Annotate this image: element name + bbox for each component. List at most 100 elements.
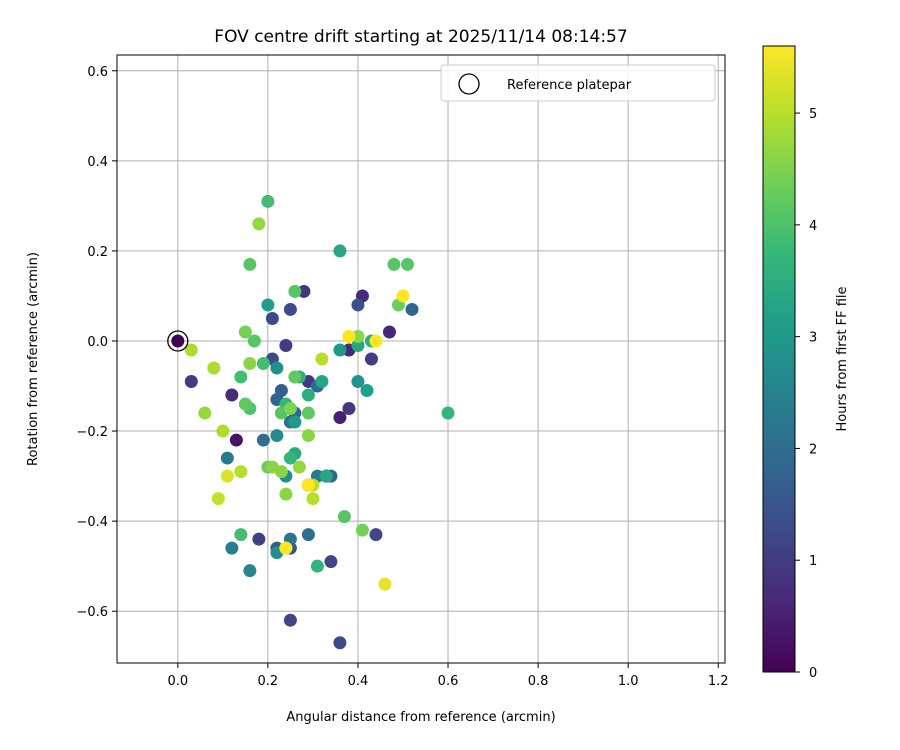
data-point [279, 338, 293, 352]
data-point [243, 564, 257, 578]
data-point [333, 636, 347, 650]
data-point [396, 289, 410, 303]
data-point [243, 357, 257, 371]
data-point [301, 406, 315, 420]
data-point [220, 469, 234, 483]
colorbar-tick-label: 2 [809, 442, 817, 457]
data-point [261, 298, 275, 312]
colorbar-label: Hours from first FF file [835, 286, 850, 431]
data-point [351, 329, 365, 343]
data-point [216, 424, 230, 438]
data-point [207, 361, 221, 375]
data-point [225, 388, 239, 402]
data-point [369, 528, 383, 542]
data-point [265, 311, 279, 325]
data-point [378, 577, 392, 591]
y-tick-label: −0.6 [76, 605, 108, 620]
colorbar-tick-label: 3 [809, 331, 817, 346]
y-tick-label: 0.4 [87, 155, 108, 170]
x-tick-label: 0.0 [167, 674, 188, 689]
data-point [355, 523, 369, 537]
data-point [369, 334, 383, 348]
data-point [351, 338, 365, 352]
data-point [283, 402, 297, 416]
data-point [279, 487, 293, 501]
y-tick-label: 0.6 [87, 65, 108, 80]
data-point [256, 357, 270, 371]
x-tick-label: 1.2 [708, 674, 729, 689]
colorbar-tick-label: 0 [809, 666, 817, 681]
colorbar-ticks: 0 1 2 3 4 5 [795, 107, 817, 681]
legend-label: Reference platepar [507, 78, 632, 93]
data-point [283, 451, 297, 465]
data-point [297, 284, 311, 298]
data-point [301, 528, 315, 542]
data-point [225, 541, 239, 555]
data-point [265, 460, 279, 474]
x-tick-label: 0.2 [258, 674, 279, 689]
data-point [288, 415, 302, 429]
data-point [342, 402, 356, 416]
x-tick-label: 0.6 [438, 674, 459, 689]
data-point [238, 397, 252, 411]
plot-frame [116, 54, 726, 664]
data-point [288, 370, 302, 384]
data-point [288, 284, 302, 298]
y-axis-ticks: −0.6 −0.4 −0.2 0.0 0.2 0.4 0.6 [76, 65, 117, 620]
data-point [279, 541, 293, 555]
data-point [315, 375, 329, 389]
y-tick-label: 0.0 [87, 335, 108, 350]
data-point [400, 257, 414, 271]
colorbar-gradient [762, 45, 796, 673]
colorbar-tick-label: 1 [809, 554, 817, 569]
data-point [292, 460, 306, 474]
data-points [167, 194, 455, 650]
data-point [315, 352, 329, 366]
data-point [301, 388, 315, 402]
colorbar: 0 1 2 3 4 5 Hours from first FF file [762, 45, 850, 681]
data-point [270, 361, 284, 375]
data-point [171, 334, 185, 348]
data-point [270, 429, 284, 443]
data-point [351, 298, 365, 312]
x-axis-label: Angular distance from reference (arcmin) [286, 710, 555, 725]
data-point [261, 194, 275, 208]
data-point [405, 302, 419, 316]
data-point [342, 329, 356, 343]
x-tick-label: 0.8 [528, 674, 549, 689]
data-point [301, 478, 315, 492]
data-point [301, 429, 315, 443]
chart-title: FOV centre drift starting at 2025/11/14 … [214, 27, 627, 47]
grid-lines [117, 55, 725, 663]
legend-frame [440, 64, 716, 102]
data-point [387, 257, 401, 271]
data-point [184, 343, 198, 357]
data-point [382, 325, 396, 339]
data-point [306, 492, 320, 506]
x-axis-ticks: 0.0 0.2 0.4 0.6 0.8 1.0 1.2 [167, 663, 729, 689]
colorbar-tick-label: 5 [809, 107, 817, 122]
data-point [252, 217, 266, 231]
data-point [234, 465, 248, 479]
data-point [333, 244, 347, 258]
y-axis-label: Rotation from reference (arcmin) [26, 252, 41, 466]
y-tick-label: −0.2 [76, 425, 108, 440]
reference-marker [167, 330, 189, 352]
legend-marker-reference [458, 73, 480, 95]
data-point [234, 370, 248, 384]
data-point [243, 257, 257, 271]
y-tick-label: 0.2 [87, 245, 108, 260]
data-point [319, 469, 333, 483]
data-point [247, 334, 261, 348]
data-point [283, 302, 297, 316]
data-point [234, 528, 248, 542]
data-point [337, 510, 351, 524]
x-tick-label: 1.0 [618, 674, 639, 689]
data-point [283, 613, 297, 627]
data-point [364, 352, 378, 366]
data-point [229, 433, 243, 447]
legend: Reference platepar [440, 64, 716, 102]
x-tick-label: 0.4 [348, 674, 369, 689]
data-point [333, 411, 347, 425]
